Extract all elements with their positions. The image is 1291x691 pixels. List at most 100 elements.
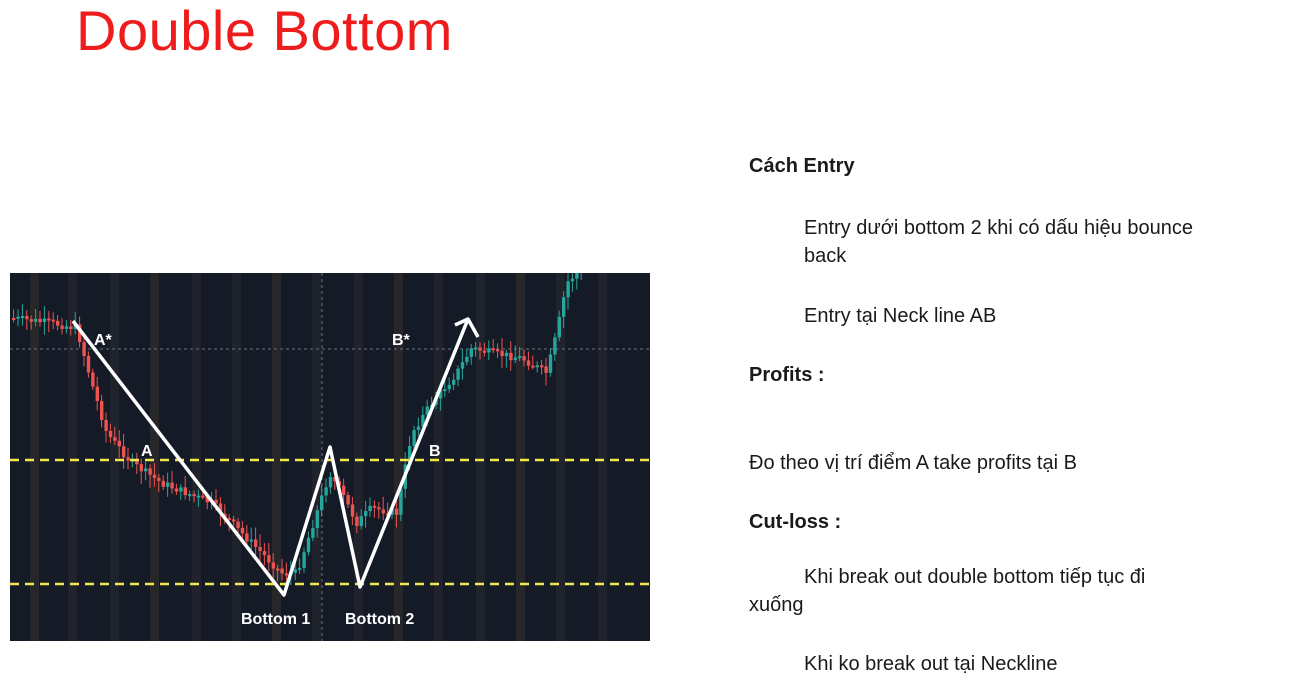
candle-bearish	[139, 464, 143, 472]
candle-bearish	[91, 372, 95, 387]
candle-bullish	[557, 316, 561, 338]
candle-bearish	[214, 499, 218, 504]
candle-bullish	[196, 495, 201, 498]
candle-bullish	[425, 406, 429, 415]
label-bottom-1: Bottom 1	[241, 611, 310, 628]
candle-bearish	[394, 508, 399, 515]
candle-bullish	[518, 356, 522, 359]
candle-bullish	[328, 476, 333, 488]
label-bottom-2: Bottom 2	[345, 611, 414, 628]
candle-bearish	[478, 347, 482, 351]
candle-bearish	[69, 326, 73, 330]
candle-bearish	[170, 482, 174, 489]
background-stripe	[394, 273, 403, 641]
candle-bullish	[179, 487, 183, 492]
candle-bullish	[293, 569, 297, 573]
background-stripe	[150, 273, 159, 641]
cutloss-item-1-line-1: Khi break out double bottom tiếp tục đi	[804, 566, 1146, 588]
background-stripe	[110, 273, 119, 641]
label-a-star: A*	[94, 332, 113, 349]
candle-bearish	[100, 400, 104, 420]
candle-bullish	[474, 347, 478, 350]
candle-bearish	[108, 430, 113, 438]
candle-bullish	[34, 318, 38, 322]
candle-bullish	[447, 384, 451, 390]
candle-bearish	[47, 318, 51, 321]
candle-bearish	[232, 519, 236, 522]
candle-bullish	[504, 352, 509, 357]
candle-bullish	[359, 516, 363, 527]
candle-bullish	[566, 281, 570, 298]
chart-canvas: A* A B* B Bottom 1 Bottom 2	[10, 273, 650, 641]
candle-bullish	[42, 318, 47, 323]
candle-bearish	[29, 319, 33, 322]
background-stripe	[30, 273, 39, 641]
candle-bullish	[302, 552, 306, 568]
candle-bullish	[166, 482, 170, 487]
candle-bearish	[126, 457, 130, 461]
candle-bearish	[284, 573, 289, 576]
candle-bullish	[465, 356, 469, 363]
candle-bearish	[104, 419, 108, 431]
candle-bullish	[298, 567, 302, 570]
candle-bearish	[346, 495, 350, 505]
pattern-line	[71, 318, 470, 597]
candle-bearish	[333, 476, 337, 482]
candle-bearish	[95, 386, 99, 401]
candle-bullish	[306, 537, 311, 553]
candle-bullish	[324, 487, 328, 496]
candle-bearish	[161, 480, 165, 487]
candle-bullish	[64, 326, 69, 329]
candlestick-chart: A* A B* B Bottom 1 Bottom 2	[10, 273, 650, 641]
candle-bearish	[117, 440, 121, 447]
cutloss-item-2: Khi ko break out tại Neckline	[804, 653, 1058, 675]
candle-bullish	[548, 354, 553, 373]
candle-bearish	[157, 477, 161, 481]
pattern-arrowhead	[454, 317, 480, 338]
candle-bearish	[271, 562, 275, 569]
candle-bearish	[342, 485, 346, 496]
background-stripe	[556, 273, 565, 641]
candle-bearish	[56, 320, 60, 326]
page-title: Double Bottom	[76, 0, 453, 62]
candle-bearish	[482, 350, 487, 353]
candle-bearish	[540, 365, 544, 368]
background-stripe	[232, 273, 241, 641]
candle-bearish	[350, 504, 355, 517]
candle-bearish	[236, 521, 240, 528]
candle-bearish	[377, 507, 381, 510]
background-stripe	[68, 273, 77, 641]
candle-bearish	[218, 503, 223, 514]
candle-bearish	[262, 551, 267, 556]
candle-bearish	[240, 527, 245, 534]
candle-bearish	[355, 516, 359, 527]
candle-bearish	[531, 365, 535, 368]
candle-bearish	[51, 319, 55, 322]
candle-bearish	[86, 355, 91, 373]
cutloss-item-1-line-2: xuống	[749, 594, 804, 616]
candle-bearish	[258, 546, 262, 552]
candle-bearish	[372, 505, 377, 508]
candle-bullish	[368, 505, 372, 512]
candle-bearish	[500, 350, 504, 357]
entry-item-2: Entry tại Neck line AB	[804, 305, 997, 327]
candle-bullish	[20, 315, 25, 318]
entry-heading: Cách Entry	[749, 155, 855, 177]
candle-bullish	[412, 430, 416, 446]
background-stripe	[598, 273, 607, 641]
candle-bullish	[487, 348, 491, 353]
candle-bullish	[188, 494, 192, 497]
background-stripe	[272, 273, 281, 641]
candle-bearish	[12, 318, 16, 320]
candle-bearish	[192, 494, 196, 497]
candle-bullish	[408, 445, 412, 465]
candle-bearish	[201, 495, 205, 498]
background-stripes	[30, 273, 607, 641]
candle-bullish	[311, 528, 315, 538]
candle-bullish	[460, 362, 465, 369]
background-stripe	[192, 273, 201, 641]
background-stripe	[354, 273, 363, 641]
candle-bullish	[438, 389, 443, 399]
candle-bearish	[183, 487, 187, 496]
candle-bullish	[553, 337, 557, 355]
